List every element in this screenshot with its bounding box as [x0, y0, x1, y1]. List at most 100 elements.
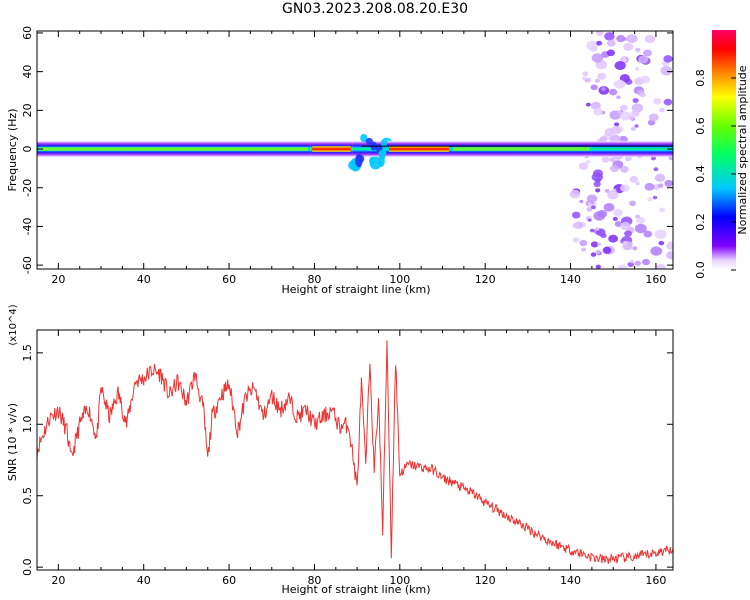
figure-title: GN03.2023.208.08.20.E30: [281, 1, 469, 17]
noise-blob: [579, 239, 588, 247]
noise-blob: [581, 247, 587, 252]
noise-blob: [572, 237, 580, 243]
noise-blob: [647, 197, 653, 202]
noise-blob: [597, 72, 606, 80]
noise-blob: [595, 31, 604, 36]
band-core: [312, 146, 351, 152]
snr-y-exponent: (x10^4): [8, 304, 19, 345]
noise-blob: [579, 199, 584, 204]
noise-blob: [604, 32, 615, 41]
noise-blob: [616, 35, 626, 43]
spectrogram-y-axis: -60 -40 -20 0 20 40 60: [21, 26, 673, 274]
noise-blob: [653, 98, 662, 105]
noise-blob: [635, 47, 641, 53]
noise-blob: [613, 79, 626, 89]
noise-blob: [619, 104, 628, 111]
y-tick-label: 0: [21, 146, 34, 153]
noise-blob: [639, 92, 646, 98]
colorbar-tick-label: 0.2: [694, 213, 707, 231]
x-tick-label: 40: [137, 574, 151, 587]
noise-blob: [618, 264, 628, 269]
noise-blob: [610, 126, 622, 135]
noise-blob: [644, 34, 656, 44]
y-tick-label: -20: [21, 179, 34, 197]
noise-blob: [614, 122, 620, 127]
snr-line: [37, 340, 673, 564]
colorbar-tick-label: 0.4: [694, 165, 707, 183]
noise-blob: [650, 246, 663, 256]
colorbar-tick-label: 0.8: [694, 69, 707, 87]
noise-blob: [667, 241, 673, 246]
band-core: [389, 146, 450, 152]
snr-y-label: SNR (10 * v/v): [6, 403, 19, 481]
noise-blob: [629, 259, 635, 264]
noise-blob: [631, 109, 640, 117]
x-tick-label: 160: [645, 574, 666, 587]
spectrogram-panel: 20 40 60 80 100 120 140 160 -60 -40 -20 0 20 40 60 He…: [6, 26, 674, 296]
noise-blob: [631, 127, 636, 131]
band-core: [453, 147, 590, 151]
noise-blob: [612, 208, 623, 217]
noise-blob: [658, 240, 665, 246]
noise-blob: [634, 260, 641, 266]
noise-blob: [593, 211, 606, 221]
noise-blob: [629, 175, 638, 183]
noise-blob: [653, 167, 659, 172]
x-tick-label: 100: [389, 574, 410, 587]
x-tick-label: 20: [51, 574, 65, 587]
noise-blob: [595, 249, 601, 255]
colorbar-gradient: [712, 30, 736, 270]
noise-blob: [590, 84, 598, 91]
noise-blob: [663, 55, 673, 63]
noise-blob: [607, 190, 619, 200]
noise-blob: [664, 179, 673, 187]
noise-blob: [663, 98, 673, 106]
noise-blob: [603, 202, 615, 212]
noise-blob: [569, 189, 581, 199]
x-tick-label: 120: [475, 273, 496, 286]
noise-blob: [634, 66, 640, 71]
x-tick-label: 80: [307, 574, 321, 587]
noise-blob: [640, 75, 650, 84]
noise-blob: [614, 60, 626, 71]
snr-x-label: Height of straight line (km): [281, 583, 430, 596]
y-tick-label: -40: [21, 217, 34, 235]
colorbar-ticks: 0.0 0.2 0.4 0.6 0.8: [694, 69, 736, 279]
noise-blob: [594, 178, 601, 183]
noise-blob: [602, 246, 612, 254]
band-segment: [591, 140, 673, 158]
noise-blob: [634, 124, 639, 128]
noise-blob: [609, 157, 616, 163]
x-tick-label: 80: [307, 273, 321, 286]
noise-blob: [623, 42, 634, 51]
x-tick-label: 100: [389, 273, 410, 286]
spectrogram-frame: [36, 30, 674, 270]
noise-blob: [585, 77, 592, 83]
noise-blob: [636, 216, 646, 225]
noise-blob: [596, 40, 603, 46]
noise-blob: [635, 181, 640, 186]
noise-blob: [593, 107, 604, 116]
noise-blob: [594, 78, 600, 83]
noise-blob: [571, 211, 581, 219]
noise-blob: [648, 113, 659, 122]
noise-blob: [628, 115, 635, 121]
noise-blob: [578, 162, 589, 170]
x-tick-label: 60: [222, 574, 236, 587]
noise-blob: [652, 195, 658, 200]
noise-blob: [590, 200, 595, 205]
noise-blob: [654, 173, 666, 182]
noise-blob: [597, 242, 602, 246]
spectrogram-y-label: Frequency (Hz): [6, 109, 19, 192]
snr-frame: [36, 329, 674, 571]
noise-blob: [609, 164, 619, 173]
noise-blob: [590, 252, 597, 257]
snr-y-axis: 0.0 0.5 1.0 1.5: [21, 344, 673, 576]
noise-blob: [634, 223, 647, 234]
noise-blob: [589, 45, 598, 52]
noise-blob: [606, 39, 616, 47]
colorbar-tick-label: 0.0: [694, 261, 707, 279]
noise-blob: [659, 207, 666, 213]
y-tick-label: 20: [21, 103, 34, 117]
noise-blob: [604, 188, 610, 193]
